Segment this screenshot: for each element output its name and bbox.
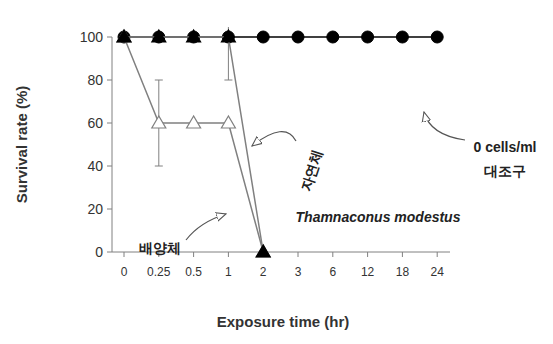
annotation: 대조구 <box>484 163 526 179</box>
annotation: 0 cells/ml <box>473 139 536 155</box>
y-tick-label: 80 <box>87 72 103 88</box>
error-bar-cap <box>224 80 232 81</box>
error-bar-cap <box>155 80 163 81</box>
series-line <box>124 37 263 252</box>
marker <box>152 30 166 42</box>
marker <box>222 31 234 43</box>
x-tick <box>298 252 299 257</box>
x-tick <box>193 252 194 257</box>
marker <box>153 31 165 43</box>
marker <box>327 31 339 43</box>
y-tick-label: 20 <box>87 201 103 217</box>
chart: 02040608010000.250.51236121824Exposure t… <box>0 0 553 344</box>
y-tick-label: 0 <box>95 244 103 260</box>
annotation: Thamnaconus modestus <box>296 209 461 225</box>
marker <box>396 31 408 43</box>
x-tick <box>437 252 438 257</box>
x-tick-label: 2 <box>260 265 267 279</box>
x-tick-label: 0 <box>121 265 128 279</box>
marker <box>118 31 130 43</box>
y-tick-label: 60 <box>87 115 103 131</box>
marker <box>221 30 235 42</box>
marker <box>187 116 201 128</box>
x-tick-label: 24 <box>431 265 445 279</box>
y-axis-line <box>112 37 113 252</box>
x-tick-label: 6 <box>329 265 336 279</box>
marker <box>117 30 131 42</box>
y-tick <box>107 209 112 210</box>
x-tick-label: 18 <box>396 265 410 279</box>
x-tick-label: 1 <box>225 265 232 279</box>
y-axis-label: Survival rate (%) <box>13 86 30 204</box>
marker <box>256 245 270 257</box>
marker <box>431 31 443 43</box>
x-tick-label: 0.5 <box>185 265 202 279</box>
x-tick <box>402 252 403 257</box>
marker <box>256 245 270 257</box>
x-axis-label: Exposure time (hr) <box>217 313 350 330</box>
marker <box>117 30 131 42</box>
page: {"chart_data": {"type": "line", "x_label… <box>0 0 553 344</box>
y-tick-label: 40 <box>87 158 103 174</box>
error-bar-cap <box>155 166 163 167</box>
marker <box>292 31 304 43</box>
y-tick-label: 100 <box>80 29 104 45</box>
x-tick-label: 0.25 <box>147 265 171 279</box>
annotation-arrow <box>424 112 465 140</box>
annotation-arrow <box>252 132 296 146</box>
y-tick <box>107 252 112 253</box>
annotation: 자연체 <box>297 148 325 193</box>
x-tick-label: 12 <box>361 265 375 279</box>
marker <box>188 31 200 43</box>
marker <box>257 31 269 43</box>
annotation: 배양체 <box>139 240 181 256</box>
y-tick <box>107 123 112 124</box>
series-line <box>124 37 263 252</box>
marker <box>221 116 235 128</box>
annotation-arrow <box>186 214 226 240</box>
x-tick <box>228 252 229 257</box>
marker <box>187 30 201 42</box>
x-tick-label: 3 <box>295 265 302 279</box>
y-tick <box>107 166 112 167</box>
marker <box>152 116 166 128</box>
y-tick <box>107 37 112 38</box>
x-tick <box>124 252 125 257</box>
y-tick <box>107 80 112 81</box>
marker <box>362 31 374 43</box>
x-tick <box>332 252 333 257</box>
x-tick <box>367 252 368 257</box>
